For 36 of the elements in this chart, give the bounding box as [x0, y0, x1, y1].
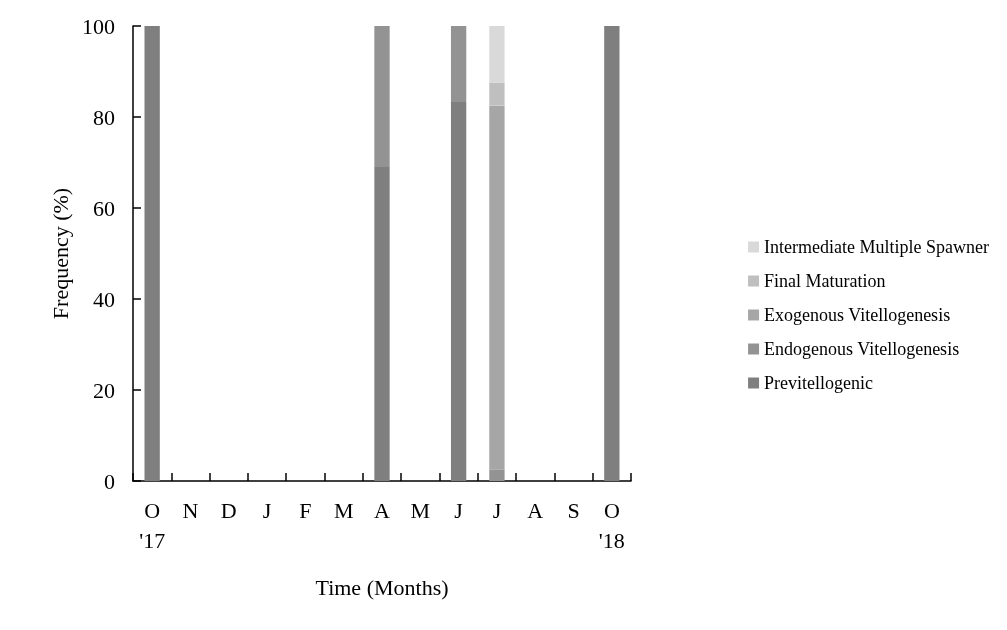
x-tick-label: J	[492, 497, 502, 523]
bar	[489, 26, 505, 83]
legend-label: Previtellogenic	[764, 373, 874, 393]
x-tick-label: F	[299, 497, 312, 523]
bar	[489, 105, 505, 470]
y-tick-label: 20	[93, 377, 115, 403]
legend-label: Final Maturation	[764, 271, 886, 291]
legend-label: Endogenous Vitellogenesis	[764, 339, 960, 359]
y-tick-label: 0	[104, 468, 115, 494]
bar	[604, 26, 620, 481]
legend-label: Exogenous Vitellogenesis	[764, 305, 951, 325]
y-tick-label: 40	[93, 286, 115, 312]
bar	[489, 82, 505, 106]
x-axis-title: Time (Months)	[315, 574, 449, 600]
x-tick-label: O '18	[598, 497, 625, 553]
y-tick-label: 100	[82, 13, 115, 39]
x-tick-label: S	[567, 497, 580, 523]
y-tick-label: 60	[93, 195, 115, 221]
bar	[450, 26, 467, 102]
x-tick-label: M	[410, 497, 431, 523]
bar	[374, 26, 390, 168]
bar	[144, 26, 160, 481]
x-tick-label: D	[220, 497, 237, 523]
x-tick-label: A	[374, 497, 391, 523]
y-tick-label: 80	[93, 104, 115, 130]
bar	[450, 101, 467, 481]
bar	[374, 167, 390, 481]
y-axis-title: Frequency (%)	[47, 187, 73, 320]
x-tick-label: J	[262, 497, 272, 523]
x-tick-label: A	[527, 497, 544, 523]
legend-label: Intermediate Multiple Spawner	[764, 237, 990, 257]
bar	[489, 469, 505, 481]
x-tick-label: J	[454, 497, 464, 523]
x-tick-label: N	[182, 497, 199, 523]
x-tick-label: M	[333, 497, 354, 523]
x-tick-label: O '17	[139, 497, 166, 553]
